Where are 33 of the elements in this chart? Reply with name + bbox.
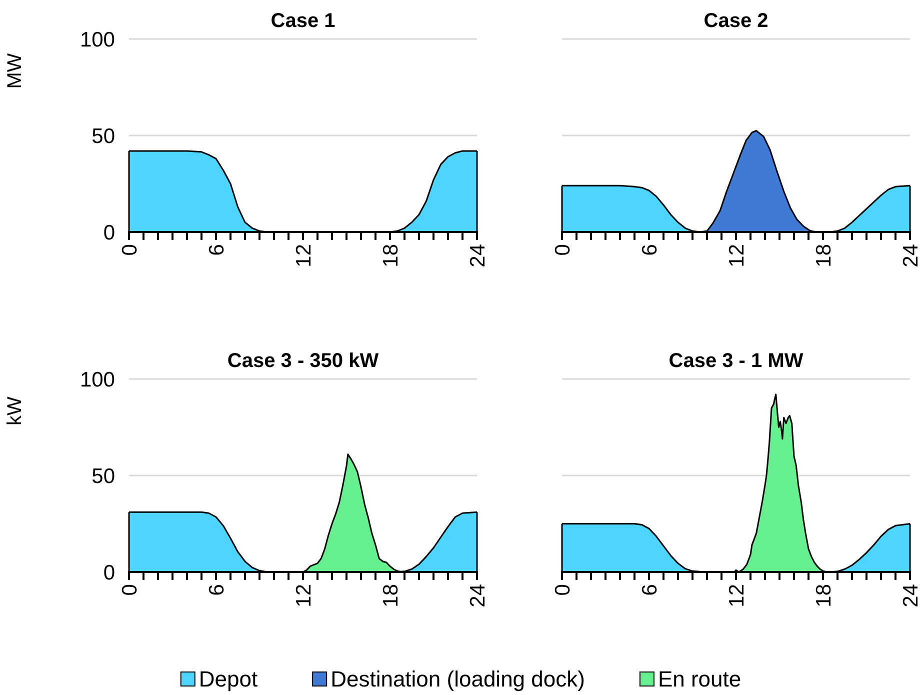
x-tick-label: 24: [466, 244, 490, 268]
x-tick-label: 0: [551, 244, 574, 256]
x-tick-label: 24: [899, 244, 922, 268]
y-tick-label: 50: [92, 124, 115, 148]
y-tick-label: 100: [80, 28, 115, 52]
x-tick-label: 24: [466, 584, 490, 608]
x-tick-label: 6: [205, 244, 228, 256]
x-tick-label: 12: [725, 244, 748, 268]
x-tick-label: 12: [292, 244, 316, 268]
x-tick-label: 18: [379, 584, 402, 608]
legend-label: Depot: [198, 666, 258, 692]
x-tick-label: 12: [292, 584, 316, 608]
chart-title: Case 2: [704, 10, 768, 32]
y-axis-title: MW: [4, 53, 26, 89]
x-tick-label: 0: [551, 584, 574, 596]
x-tick-label: 18: [812, 244, 836, 268]
chart-title: Case 3 - 1 MW: [668, 350, 804, 372]
x-tick-label: 18: [812, 584, 836, 608]
x-tick-label: 12: [725, 584, 748, 608]
y-axis-title: kW: [4, 396, 26, 426]
legend-label: Destination (loading dock): [330, 666, 585, 692]
y-tick-label: 50: [92, 464, 115, 488]
chart-title: Case 1: [270, 10, 336, 32]
x-tick-label: 0: [118, 584, 142, 596]
x-tick-label: 0: [118, 244, 142, 256]
x-tick-label: 18: [379, 244, 402, 268]
x-tick-label: 6: [638, 584, 662, 596]
legend-label: En route: [658, 666, 742, 692]
x-tick-label: 6: [205, 584, 228, 596]
x-tick-label: 6: [638, 244, 662, 256]
x-tick-label: 24: [899, 584, 922, 608]
y-tick-label: 100: [80, 368, 115, 392]
chart-title: Case 3 - 350 kW: [227, 350, 379, 372]
